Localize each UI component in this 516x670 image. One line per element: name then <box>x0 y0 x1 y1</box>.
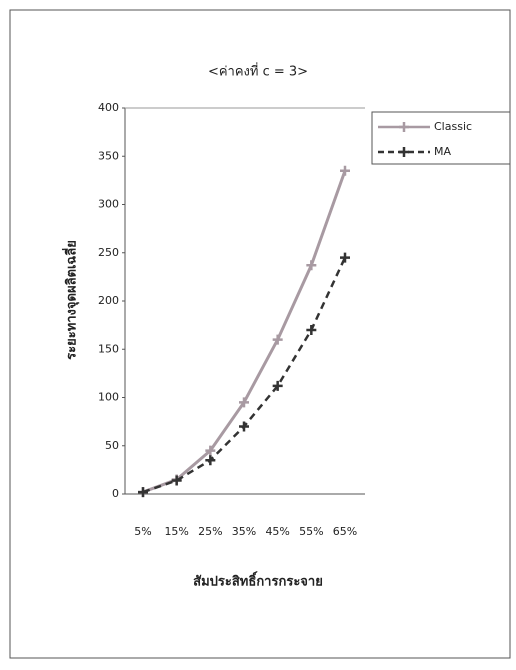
y-tick-label: 400 <box>98 101 119 114</box>
x-tick-label: 15% <box>164 525 188 538</box>
legend-marker <box>399 147 409 157</box>
legend-label: MA <box>434 145 451 158</box>
x-axis-title: สัมประสิทธิ์การกระจาย <box>193 571 323 590</box>
legend-label: Classic <box>434 120 472 133</box>
legend-box <box>371 111 511 165</box>
x-tick-label: 35% <box>232 525 256 538</box>
y-tick-label: 0 <box>112 487 119 500</box>
series-line <box>142 170 347 494</box>
data-point <box>306 260 317 271</box>
data-point <box>340 165 350 176</box>
y-tick-label: 50 <box>105 439 119 452</box>
series-line <box>142 257 347 494</box>
data-point <box>171 475 182 486</box>
x-tick-label: 25% <box>198 525 222 538</box>
data-point <box>340 252 350 263</box>
data-point <box>205 445 216 456</box>
frame <box>9 9 511 659</box>
data-point <box>205 455 216 466</box>
y-axis-title: ระยะทางจุดผลิตเฉลี่ย <box>62 240 80 360</box>
y-tick-label: 300 <box>98 198 119 211</box>
y-tick-label: 150 <box>98 342 119 355</box>
x-tick-label: 65% <box>333 525 357 538</box>
chart-title: <ค่าคงที่ c = 3> <box>208 63 308 80</box>
y-tick-label: 100 <box>98 391 119 404</box>
data-point <box>306 324 317 335</box>
data-point <box>239 397 249 408</box>
data-point <box>272 380 283 391</box>
y-tick-label: 250 <box>98 246 119 259</box>
data-point <box>272 334 283 345</box>
data-point <box>239 421 249 432</box>
legend-marker <box>399 122 409 132</box>
x-tick-label: 55% <box>299 525 323 538</box>
y-tick-label: 200 <box>98 294 119 307</box>
data-point <box>138 487 148 498</box>
y-tick-label: 350 <box>98 149 119 162</box>
x-tick-label: 5% <box>134 525 151 538</box>
x-tick-label: 45% <box>265 525 289 538</box>
